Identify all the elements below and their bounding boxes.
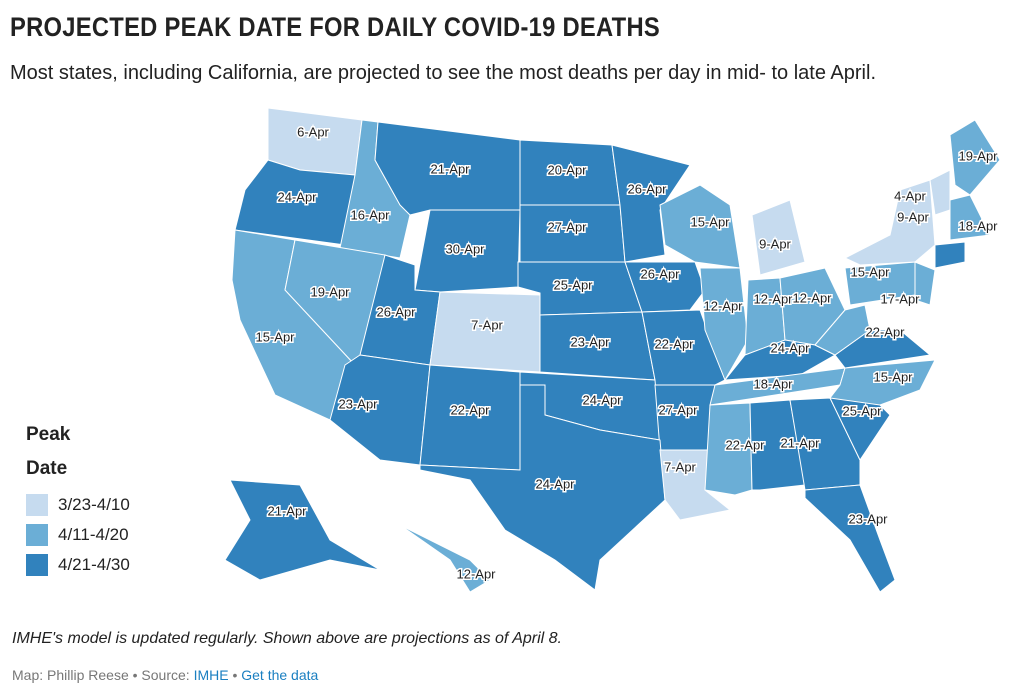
region-label: 17-Apr bbox=[880, 291, 920, 306]
region-label: 7-Apr bbox=[471, 317, 503, 332]
region-label: 22-Apr bbox=[654, 336, 694, 351]
region-label: 12-Apr bbox=[792, 290, 832, 305]
region-label: 12-Apr bbox=[456, 566, 496, 581]
legend-swatch bbox=[26, 554, 48, 576]
region-label: 26-Apr bbox=[640, 266, 680, 281]
region bbox=[914, 261, 936, 306]
region-label: 24-Apr bbox=[277, 189, 317, 204]
subtitle: Most states, including California, are p… bbox=[10, 62, 876, 84]
map: 6-Apr 24-Apr 16-Apr 21-Apr 30-Apr 20-Apr 27-Ap… bbox=[224, 107, 1001, 593]
region bbox=[949, 194, 991, 241]
region-label: 23-Apr bbox=[338, 396, 378, 411]
region bbox=[843, 179, 936, 266]
region bbox=[789, 397, 861, 491]
region bbox=[949, 119, 1001, 196]
legend-label: 4/11-4/20 bbox=[58, 525, 129, 544]
region bbox=[419, 364, 521, 471]
region bbox=[929, 169, 951, 216]
credit: Map: Phillip Reese • Source: IMHE • Get … bbox=[12, 667, 319, 683]
region bbox=[704, 402, 753, 496]
region-label: 4-Apr bbox=[894, 188, 926, 203]
title: PROJECTED PEAK DATE FOR DAILY COVID-19 D… bbox=[10, 12, 660, 42]
region-label: 19-Apr bbox=[958, 148, 998, 163]
legend-swatch bbox=[26, 494, 48, 516]
region-label: 21-Apr bbox=[780, 435, 820, 450]
legend-item: 4/11-4/20 bbox=[26, 524, 130, 546]
region-label: 21-Apr bbox=[267, 503, 307, 518]
region-label: 20-Apr bbox=[547, 162, 587, 177]
region bbox=[804, 484, 896, 593]
region-label: 15-Apr bbox=[255, 329, 295, 344]
region bbox=[224, 479, 381, 581]
legend-label: 3/23-4/10 bbox=[58, 495, 130, 514]
region-label: 9-Apr bbox=[759, 236, 791, 251]
region-label: 26-Apr bbox=[627, 181, 667, 196]
region bbox=[399, 524, 491, 593]
region-label: 24-Apr bbox=[535, 476, 575, 491]
region-label: 21-Apr bbox=[430, 161, 470, 176]
region-label: 18-Apr bbox=[753, 376, 793, 391]
region-label: 25-Apr bbox=[553, 277, 593, 292]
legend: Peak Date 3/23-4/10 4/11-4/20 4/21-4/30 bbox=[26, 418, 130, 576]
region-label: 19-Apr bbox=[310, 284, 350, 299]
region-label: 15-Apr bbox=[850, 264, 890, 279]
region bbox=[611, 144, 691, 263]
region bbox=[699, 267, 749, 382]
legend-item: 4/21-4/30 bbox=[26, 554, 130, 576]
region-label: 15-Apr bbox=[690, 214, 730, 229]
region-label: 23-Apr bbox=[570, 334, 610, 349]
region bbox=[814, 304, 871, 356]
region-label: 25-Apr bbox=[842, 403, 882, 418]
region bbox=[624, 261, 706, 313]
region-label: 18-Apr bbox=[958, 218, 998, 233]
region bbox=[751, 199, 806, 276]
region-label: 15-Apr bbox=[873, 369, 913, 384]
region bbox=[414, 209, 521, 293]
region bbox=[654, 384, 716, 451]
region-label: 30-Apr bbox=[445, 241, 485, 256]
region-label: 6-Apr bbox=[297, 124, 329, 139]
legend-item: 3/23-4/10 bbox=[26, 494, 130, 516]
legend-title: Peak Date bbox=[26, 424, 71, 479]
region-label: 24-Apr bbox=[582, 392, 622, 407]
region bbox=[419, 384, 666, 591]
region-label: 27-Apr bbox=[658, 402, 698, 417]
region-label: 16-Apr bbox=[350, 207, 390, 222]
data-link[interactable]: Get the data bbox=[241, 667, 319, 683]
region-label: 27-Apr bbox=[547, 219, 587, 234]
region-label: 22-Apr bbox=[865, 324, 905, 339]
region-label: 24-Apr bbox=[770, 340, 810, 355]
region-label: 12-Apr bbox=[703, 298, 743, 313]
author: Map: Phillip Reese bbox=[12, 667, 129, 683]
region-label: 23-Apr bbox=[848, 511, 888, 526]
note: IMHE's model is updated regularly. Shown… bbox=[12, 630, 562, 647]
source-link[interactable]: IMHE bbox=[193, 667, 229, 683]
region-label: 9-Apr bbox=[897, 209, 929, 224]
region-label: 7-Apr bbox=[664, 459, 696, 474]
region-label: 22-Apr bbox=[450, 402, 490, 417]
region-label: 22-Apr bbox=[725, 437, 765, 452]
region bbox=[749, 399, 806, 491]
legend-swatch bbox=[26, 524, 48, 546]
region-label: 26-Apr bbox=[376, 304, 416, 319]
source-label: Source: bbox=[141, 667, 190, 683]
region-label: 12-Apr bbox=[753, 291, 793, 306]
legend-label: 4/21-4/30 bbox=[58, 555, 130, 574]
region bbox=[934, 241, 966, 269]
